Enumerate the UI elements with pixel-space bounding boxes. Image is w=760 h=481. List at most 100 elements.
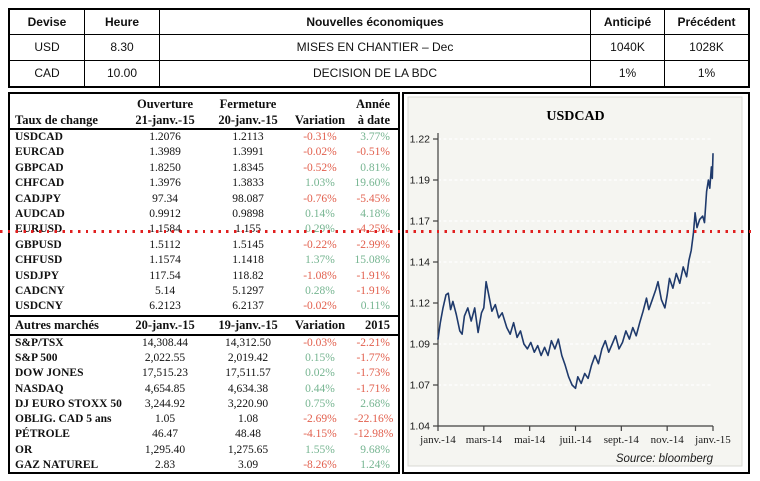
news-currency: USD	[10, 35, 85, 61]
table-row: GBPCAD 1.8250 1.8345 -0.52% 0.81%	[10, 161, 398, 176]
pair-name: EURUSD	[15, 223, 63, 236]
markets-table: S&P/TSX 14,308.44 14,312.50 -0.03% -2.21% S&P…	[10, 336, 398, 472]
variation-value: -0.76%	[303, 192, 337, 205]
table-row: AUDCAD 0.9912 0.9898 0.14% 4.18%	[10, 207, 398, 222]
variation-value: -1.08%	[303, 269, 337, 282]
markets-header-2015: 2015	[365, 317, 390, 332]
y-tick-label: 1.07	[410, 380, 431, 392]
table-row: CADJPY 97.34 98.087 -0.76% -5.45%	[10, 192, 398, 207]
market-name: S&P 500	[15, 351, 58, 364]
variation-value: 0.29%	[305, 223, 335, 236]
variation-value: 0.44%	[305, 382, 335, 395]
table-row: S&P 500 2,022.55 2,019.42 0.15% -1.77%	[10, 351, 398, 366]
value-day2: 2,019.42	[227, 351, 269, 364]
pair-name: USDCNY	[15, 300, 63, 313]
pair-name: GBPCAD	[15, 161, 64, 174]
y-tick-label: 1.17	[410, 216, 431, 228]
open-value: 1.1584	[149, 223, 181, 236]
value-day2: 1.08	[237, 413, 259, 426]
news-previous: 1028K	[665, 35, 748, 61]
ytd-value: -0.51%	[356, 146, 390, 159]
variation-value: 0.75%	[305, 397, 335, 410]
ytd-value: 0.11%	[360, 300, 390, 313]
pair-name: CADJPY	[15, 192, 61, 205]
table-row: S&P/TSX 14,308.44 14,312.50 -0.03% -2.21%	[10, 336, 398, 351]
chart-title: USDCAD	[546, 109, 604, 124]
value-day2: 1,275.65	[227, 443, 269, 456]
economic-news-table: Devise Heure Nouvelles économiques Antic…	[8, 8, 750, 88]
variation-value: -0.02%	[303, 300, 337, 313]
variation-value: -0.31%	[303, 131, 337, 143]
markets-header-variation: Variation	[294, 317, 346, 332]
market-name: GAZ NATUREL	[15, 459, 99, 472]
close-value: 98.087	[232, 192, 264, 205]
usdcad-chart: USDCAD1.221.191.171.141.121.091.071.04ja…	[407, 96, 743, 467]
value-day1: 14,308.44	[142, 336, 188, 349]
y-tick-label: 1.22	[410, 134, 431, 146]
pair-name: CADCNY	[15, 284, 65, 297]
close-value: 1.8345	[232, 161, 264, 174]
open-value: 1.2076	[149, 131, 181, 143]
table-row: USDJPY 117.54 118.82 -1.08% -1.91%	[10, 269, 398, 284]
market-name: DOW JONES	[15, 367, 84, 380]
close-value: 0.9898	[232, 207, 264, 220]
fx-header-open-date: 21-janv.-15	[135, 113, 195, 127]
news-expected: 1040K	[591, 35, 665, 61]
x-tick-label: juil.-14	[558, 434, 592, 446]
close-value: 1.155	[235, 223, 261, 236]
ytd-value: 9.68%	[360, 443, 390, 456]
fx-table-header: Ouverture Fermeture Année Taux de change…	[10, 94, 398, 130]
ytd-value: 1.24%	[360, 459, 390, 472]
markets-header-date2: 19-janv.-15	[218, 317, 278, 332]
value-day1: 46.47	[152, 428, 178, 441]
variation-value: -0.52%	[303, 161, 337, 174]
open-value: 1.8250	[149, 161, 181, 174]
market-name: OR	[15, 443, 33, 456]
chart-source: Source: bloomberg	[616, 453, 714, 465]
ytd-value: -4.25%	[356, 223, 390, 236]
open-value: 1.1574	[149, 254, 181, 267]
news-expected: 1%	[591, 60, 665, 86]
usdcad-chart-panel: USDCAD 1.22 1.19 1.17 1.14 1.12 1.09 1.07 1.04 ja…	[402, 92, 750, 474]
market-name: NASDAQ	[15, 382, 64, 395]
close-value: 1.2113	[232, 131, 264, 143]
y-tick-label: 1.12	[410, 298, 431, 310]
table-row: OBLIG. CAD 5 ans 1.05 1.08 -2.69% -22.16%	[10, 412, 398, 427]
price-line	[437, 152, 714, 390]
variation-value: 0.02%	[305, 367, 335, 380]
value-day1: 2,022.55	[144, 351, 186, 364]
pair-name: CHFCAD	[15, 177, 65, 190]
news-header-precedent: Précédent	[665, 10, 748, 36]
fx-header-close-label: Fermeture	[219, 97, 277, 111]
plot-background	[407, 96, 743, 467]
x-tick-label: mars-14	[466, 434, 503, 446]
open-value: 1.3989	[149, 146, 181, 159]
variation-value: 1.37%	[305, 254, 335, 267]
table-row: USDCAD 1.2076 1.2113 -0.31% 3.77%	[10, 130, 398, 145]
market-name: OBLIG. CAD 5 ans	[15, 413, 112, 426]
fx-header-blank	[10, 96, 120, 112]
news-time: 10.00	[85, 60, 160, 86]
open-value: 1.3976	[149, 177, 181, 190]
news-header-devise: Devise	[10, 10, 85, 36]
variation-value: 0.15%	[305, 351, 335, 364]
pair-name: USDJPY	[15, 269, 60, 282]
value-day2: 14,312.50	[225, 336, 271, 349]
variation-value: -4.15%	[303, 428, 337, 441]
fx-header-blank	[286, 96, 354, 112]
close-value: 6.2137	[232, 300, 264, 313]
news-headline: MISES EN CHANTIER – Dec	[160, 35, 591, 61]
close-value: 5.1297	[232, 284, 264, 297]
ytd-value: 3.77%	[360, 131, 390, 143]
close-value: 1.1418	[232, 254, 264, 267]
open-value: 117.54	[149, 269, 181, 282]
x-tick-label: sept.-14	[604, 434, 640, 446]
pair-name: USDCAD	[15, 131, 63, 143]
news-currency: CAD	[10, 60, 85, 86]
value-day2: 48.48	[235, 428, 261, 441]
y-tick-label: 1.09	[410, 339, 431, 351]
close-value: 1.3833	[232, 177, 264, 190]
ytd-value: 4.18%	[360, 207, 390, 220]
table-row: DJ EURO STOXX 50 3,244.92 3,220.90 0.75% 2.6…	[10, 397, 398, 412]
x-tick-label: nov.-14	[651, 434, 685, 446]
